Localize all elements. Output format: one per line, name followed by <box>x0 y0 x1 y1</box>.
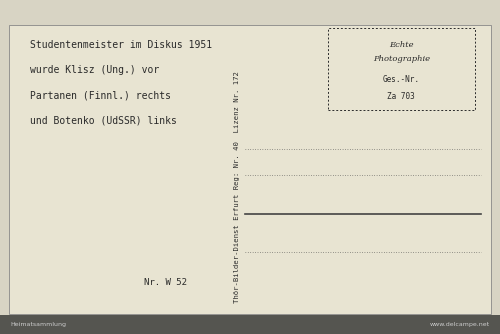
Text: Thör-Bilder-Dienst Erfurt Reg: Nr. 40  Lizenz Nr. 172: Thör-Bilder-Dienst Erfurt Reg: Nr. 40 Li… <box>234 71 240 303</box>
Text: Partanen (Finnl.) rechts: Partanen (Finnl.) rechts <box>30 90 171 100</box>
Text: Photographie: Photographie <box>372 55 430 63</box>
Text: Ges.-Nr.: Ges.-Nr. <box>383 75 420 85</box>
Bar <box>328 28 475 110</box>
FancyBboxPatch shape <box>9 25 490 314</box>
Text: Studentenmeister im Diskus 1951: Studentenmeister im Diskus 1951 <box>30 40 212 50</box>
Text: Echte: Echte <box>389 41 413 49</box>
Bar <box>0 315 500 334</box>
Text: wurde Klisz (Ung.) vor: wurde Klisz (Ung.) vor <box>30 65 159 75</box>
Text: www.delcampe.net: www.delcampe.net <box>430 322 490 327</box>
Text: Nr. W 52: Nr. W 52 <box>144 278 186 287</box>
Text: Za 703: Za 703 <box>388 92 415 101</box>
Text: Heimatsammlung: Heimatsammlung <box>10 322 66 327</box>
Text: und Botenko (UdSSR) links: und Botenko (UdSSR) links <box>30 115 177 125</box>
